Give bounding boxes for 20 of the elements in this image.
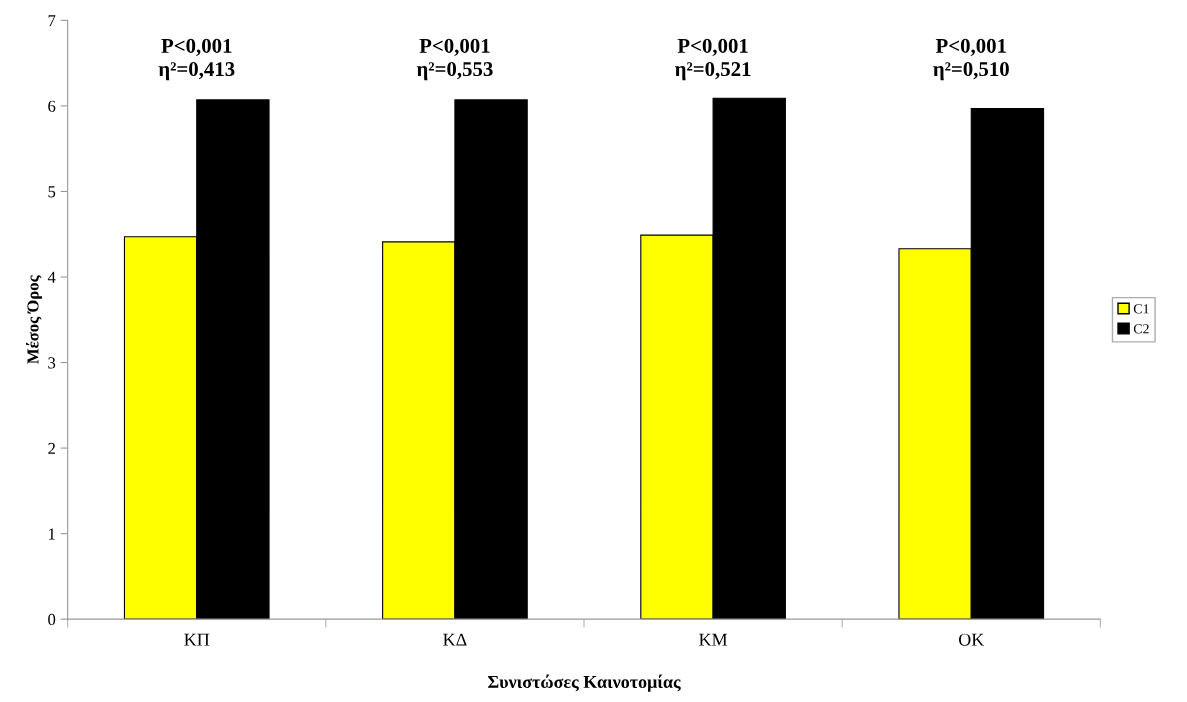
y-tick-label: 5	[48, 186, 56, 198]
annotation: P<0,001 η²=0,413	[158, 38, 235, 81]
x-tick-label: ΚΠ	[184, 633, 210, 646]
x-tick-label: ΚΜ	[699, 633, 728, 646]
y-axis-title: Μέσος Όρος	[26, 275, 42, 364]
annotation: P<0,001 η²=0,510	[933, 38, 1009, 81]
x-axis-title: Συνιστώσες Καινοτομίας	[488, 674, 681, 692]
x-tick-label: ΚΔ	[443, 633, 467, 646]
y-tick-label: 2	[48, 442, 55, 454]
x-tick-label: ΟΚ	[958, 633, 985, 646]
y-tick-label: 4	[47, 271, 56, 283]
y-tick-label: 1	[48, 528, 55, 540]
annotation: P<0,001 η²=0,553	[416, 38, 493, 81]
annotation: P<0,001 η²=0,521	[674, 38, 751, 81]
y-tick-label: 7	[48, 15, 56, 27]
y-tick-label: 6	[48, 100, 56, 112]
legend-label: C1	[1133, 304, 1149, 314]
y-tick-label: 3	[48, 357, 56, 369]
y-tick-label: 0	[48, 613, 56, 626]
legend-label: C2	[1133, 324, 1149, 334]
